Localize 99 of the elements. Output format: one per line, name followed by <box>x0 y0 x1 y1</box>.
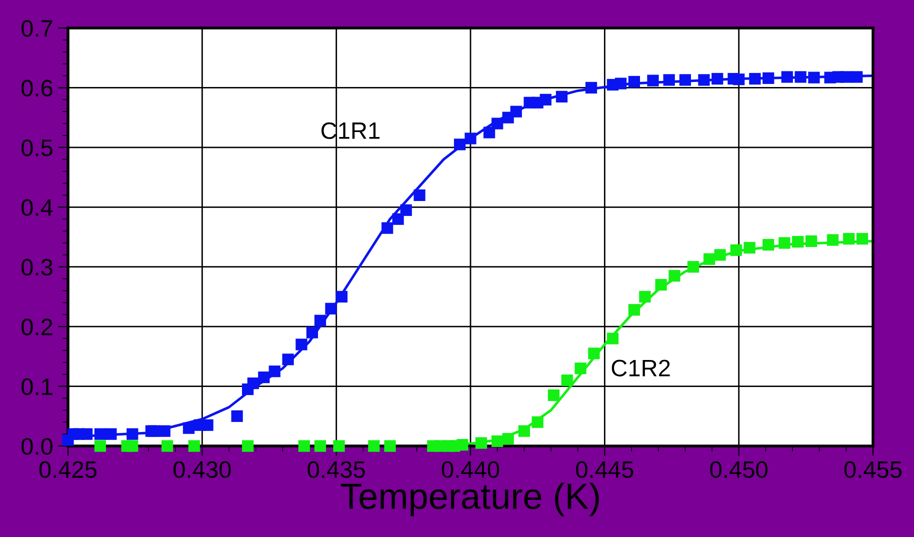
point <box>781 71 793 83</box>
x-tick-label: 0.450 <box>710 461 768 478</box>
point <box>94 428 106 440</box>
point <box>712 72 724 85</box>
point <box>808 72 820 84</box>
point <box>105 428 117 440</box>
x-tick-label: 0.430 <box>174 461 231 478</box>
x-tick-label: 0.435 <box>308 461 365 478</box>
point <box>749 72 761 85</box>
point <box>80 428 93 440</box>
point <box>574 362 586 374</box>
x-tick-label: 0.440 <box>442 461 500 478</box>
point <box>778 237 790 249</box>
point <box>730 244 742 256</box>
point <box>148 425 160 437</box>
y-tick-label: 0.5 <box>22 139 52 156</box>
point <box>414 189 426 202</box>
point <box>126 440 138 452</box>
point <box>744 242 756 254</box>
point <box>231 410 243 422</box>
point <box>510 106 522 118</box>
point <box>540 94 552 106</box>
point <box>247 377 259 390</box>
point <box>94 440 106 452</box>
point <box>714 249 726 261</box>
point <box>792 236 804 248</box>
point <box>296 338 308 350</box>
point <box>628 76 640 88</box>
y-tick-label: 0.7 <box>22 20 52 37</box>
point <box>687 261 700 273</box>
point <box>698 74 710 86</box>
point <box>826 234 839 246</box>
point <box>548 389 560 402</box>
point <box>454 138 466 150</box>
point <box>464 132 476 144</box>
point <box>333 440 345 452</box>
point <box>639 290 651 303</box>
point <box>733 74 745 86</box>
point <box>161 440 174 452</box>
x-tick-label: 0.445 <box>576 461 634 478</box>
point <box>794 71 806 83</box>
point <box>614 78 627 90</box>
y-tick-label: 0.4 <box>22 199 53 216</box>
point <box>282 354 294 366</box>
point <box>158 425 170 437</box>
point <box>532 416 544 428</box>
point <box>314 440 326 452</box>
point <box>314 314 326 326</box>
point <box>492 435 504 448</box>
point <box>628 304 640 316</box>
y-tick-label: 0.1 <box>22 378 52 396</box>
point <box>325 302 337 314</box>
point <box>668 270 680 282</box>
point <box>518 425 530 437</box>
point <box>400 204 412 216</box>
point <box>704 253 716 265</box>
point <box>182 422 195 434</box>
y-tick-label: 0.6 <box>22 80 52 96</box>
point <box>492 118 504 130</box>
x-tick-label: 0.455 <box>844 461 902 478</box>
point <box>368 440 380 452</box>
point <box>762 238 774 251</box>
point <box>585 82 598 94</box>
point <box>588 348 600 360</box>
point <box>556 90 568 102</box>
point <box>202 419 214 431</box>
point <box>306 326 318 338</box>
point <box>242 440 254 452</box>
point <box>843 232 855 245</box>
y-tick-label: 0.0 <box>22 438 52 455</box>
point <box>502 433 514 445</box>
x-axis-title: Temperature (K) <box>340 482 599 516</box>
x-tick-label: 0.425 <box>39 461 97 478</box>
point <box>126 428 138 440</box>
point <box>606 332 619 344</box>
series-label: C1R2 <box>612 360 670 376</box>
point <box>392 213 404 225</box>
point <box>483 126 496 138</box>
point <box>258 372 270 384</box>
point <box>679 74 691 86</box>
point <box>840 71 852 83</box>
y-tick-label: 0.3 <box>22 258 52 276</box>
point <box>805 235 818 247</box>
point <box>384 440 396 452</box>
point <box>655 278 667 291</box>
point <box>856 232 868 245</box>
point <box>647 74 659 86</box>
point <box>561 374 573 386</box>
point <box>336 290 348 303</box>
point <box>851 71 863 83</box>
point <box>762 72 774 84</box>
y-tick-label: 0.2 <box>22 318 52 336</box>
point <box>382 222 394 234</box>
point <box>456 438 468 451</box>
point <box>268 366 280 378</box>
point <box>188 440 200 452</box>
point <box>663 74 675 86</box>
point <box>298 440 310 452</box>
point <box>475 437 488 449</box>
